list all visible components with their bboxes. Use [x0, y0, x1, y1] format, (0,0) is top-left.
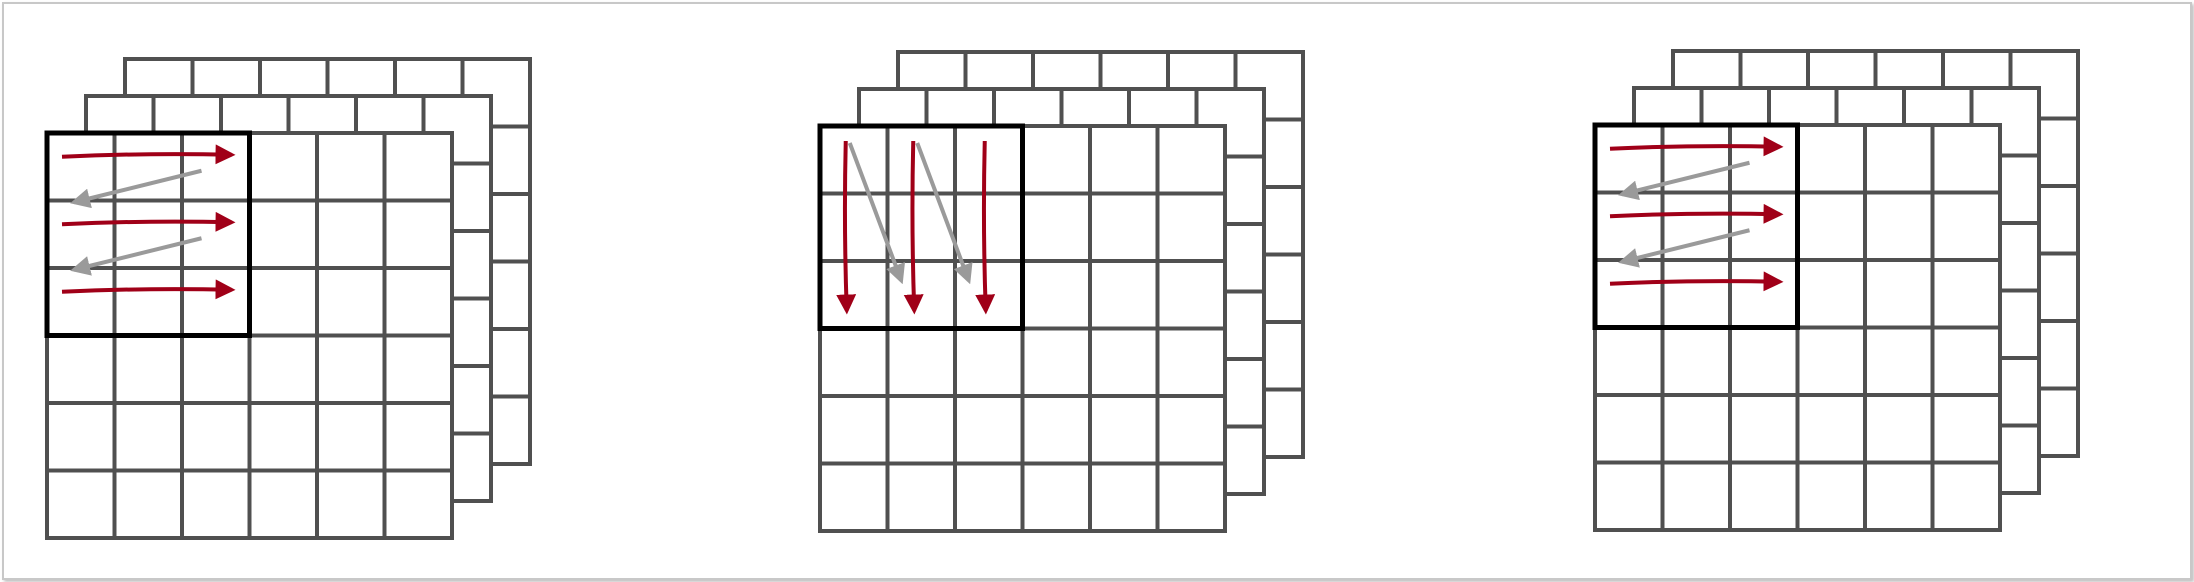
return-arrow [847, 142, 906, 285]
scan-arrow [61, 144, 236, 165]
scan-arrow [1609, 136, 1784, 157]
scan-arrow [903, 140, 924, 315]
scan-arrow [975, 140, 996, 315]
return-arrow [915, 142, 973, 285]
return-arrow [1618, 228, 1750, 268]
scan-arrow [1609, 271, 1784, 292]
kernel-window [1592, 122, 1800, 330]
return-arrow [1618, 160, 1750, 201]
panel-column-scan [817, 50, 1305, 533]
scan-arrow [836, 140, 857, 315]
scan-arrow [61, 211, 236, 232]
panel-row-scan [44, 57, 532, 540]
return-arrow [70, 236, 202, 276]
kernel-window [44, 130, 252, 338]
scan-arrow [61, 279, 236, 300]
return-arrow [70, 168, 202, 209]
panel-row-scan-repeat [1592, 49, 2080, 532]
scan-arrow [1609, 203, 1784, 224]
kernel-window [817, 123, 1025, 331]
